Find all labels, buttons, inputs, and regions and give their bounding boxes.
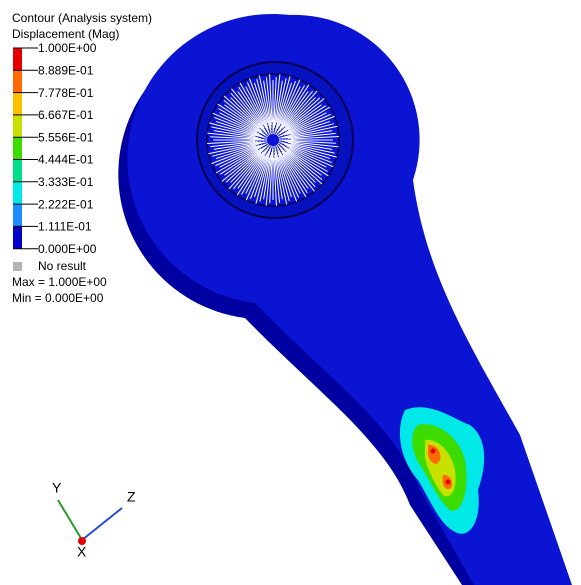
viewport: Contour (Analysis system) Displacement (…: [0, 0, 581, 585]
legend-level-label: 2.222E-01: [38, 197, 94, 211]
no-result-label: No result: [38, 259, 87, 273]
legend-band: [13, 226, 22, 248]
legend-band: [13, 137, 22, 159]
legend-level-label: 7.778E-01: [38, 86, 94, 100]
triad-label: Z: [127, 489, 136, 505]
legend-title: Displacement (Mag): [12, 27, 119, 41]
legend-band: [13, 182, 22, 204]
legend-level-label: 5.556E-01: [38, 130, 94, 144]
legend-level-label: 8.889E-01: [38, 63, 94, 77]
legend-level-label: 6.667E-01: [38, 108, 94, 122]
legend-band: [13, 70, 22, 92]
legend-level-label: 4.444E-01: [38, 153, 94, 167]
legend-band: [13, 93, 22, 115]
legend-band: [13, 48, 22, 70]
min-label: Min = 0.000E+00: [12, 291, 104, 305]
legend-level-label: 0.000E+00: [38, 242, 97, 256]
legend-band: [13, 115, 22, 137]
triad-label: X: [77, 544, 87, 560]
triad-label: Y: [52, 480, 62, 496]
legend-level-label: 1.000E+00: [38, 41, 97, 55]
legend-level-label: 1.111E-01: [38, 220, 92, 234]
legend-band: [13, 204, 22, 226]
legend-title: Contour (Analysis system): [12, 11, 152, 25]
max-label: Max = 1.000E+00: [12, 275, 107, 289]
no-result-swatch: [13, 262, 22, 271]
legend-band: [13, 160, 22, 182]
legend-level-label: 3.333E-01: [38, 175, 94, 189]
